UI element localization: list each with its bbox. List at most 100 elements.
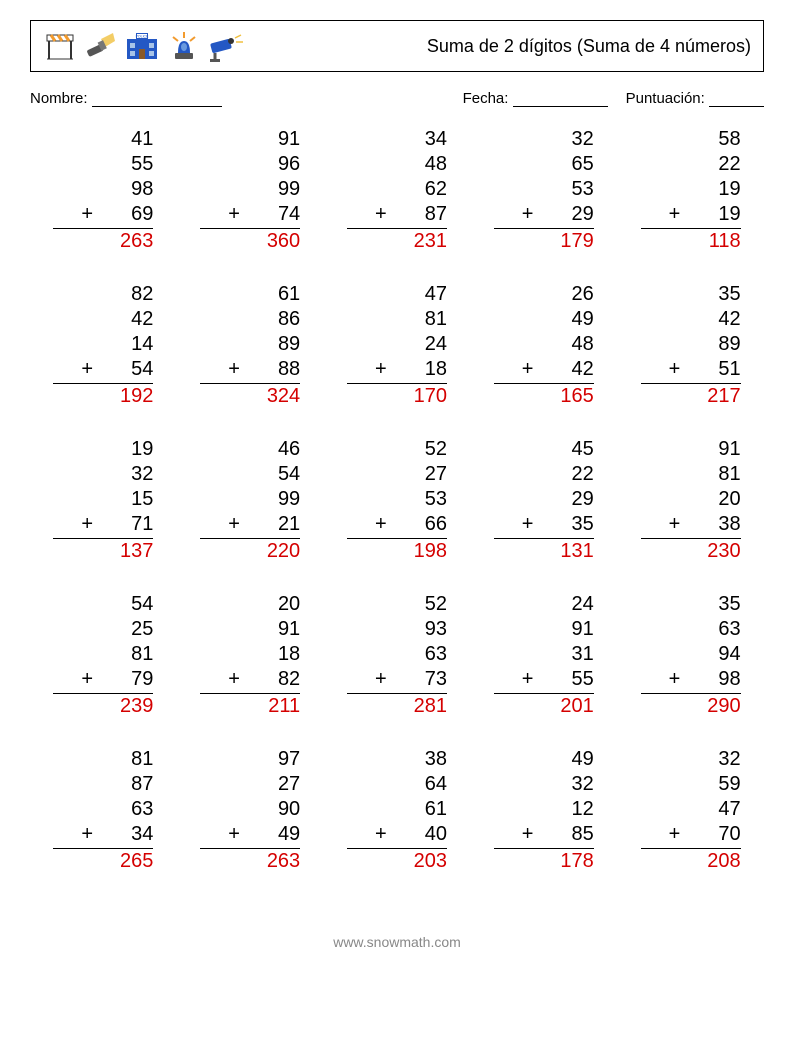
addend: 19 xyxy=(131,437,153,462)
addend: 47 xyxy=(718,797,740,822)
cctv-camera-icon xyxy=(207,29,245,63)
last-addend-row: +88 xyxy=(200,357,300,384)
addend: 82 xyxy=(278,667,300,692)
last-addend-row: +73 xyxy=(347,667,447,694)
last-addend-row: +18 xyxy=(347,357,447,384)
name-field: Nombre: xyxy=(30,90,463,107)
answer: 231 xyxy=(414,229,447,254)
addend: 42 xyxy=(572,357,594,382)
addend: 49 xyxy=(572,747,594,772)
addend: 94 xyxy=(718,642,740,667)
addend: 52 xyxy=(425,437,447,462)
addend: 66 xyxy=(425,512,447,537)
addend: 48 xyxy=(425,152,447,177)
addition-problem: 326553+29179 xyxy=(494,127,594,254)
addend: 15 xyxy=(131,487,153,512)
answer: 201 xyxy=(560,694,593,719)
last-addend-row: +55 xyxy=(494,667,594,694)
answer: 203 xyxy=(414,849,447,874)
addend: 81 xyxy=(131,642,153,667)
addend: 97 xyxy=(278,747,300,772)
addition-problem: 522753+66198 xyxy=(347,437,447,564)
answer: 165 xyxy=(560,384,593,409)
addend: 69 xyxy=(131,202,153,227)
addend: 41 xyxy=(131,127,153,152)
addition-problem: 354289+51217 xyxy=(641,282,741,409)
addend: 91 xyxy=(278,127,300,152)
addend: 49 xyxy=(278,822,300,847)
addend: 58 xyxy=(718,127,740,152)
addend: 99 xyxy=(278,487,300,512)
addend: 81 xyxy=(425,307,447,332)
last-addend-row: +71 xyxy=(53,512,153,539)
plus-sign: + xyxy=(200,512,240,537)
last-addend-row: +29 xyxy=(494,202,594,229)
answer: 178 xyxy=(560,849,593,874)
addend: 93 xyxy=(425,617,447,642)
last-addend-row: +51 xyxy=(641,357,741,384)
answer: 239 xyxy=(120,694,153,719)
addend: 14 xyxy=(131,332,153,357)
plus-sign: + xyxy=(494,202,534,227)
date-label: Fecha: xyxy=(463,90,509,107)
worksheet-page: POLICE xyxy=(0,0,794,970)
addend: 73 xyxy=(425,667,447,692)
addend: 49 xyxy=(572,307,594,332)
answer: 211 xyxy=(268,694,300,719)
addend: 79 xyxy=(131,667,153,692)
last-addend-row: +70 xyxy=(641,822,741,849)
addition-problem: 344862+87231 xyxy=(347,127,447,254)
siren-icon xyxy=(167,29,201,63)
last-addend-row: +49 xyxy=(200,822,300,849)
plus-sign: + xyxy=(494,357,534,382)
addend: 86 xyxy=(278,307,300,332)
addend: 63 xyxy=(425,642,447,667)
answer: 192 xyxy=(120,384,153,409)
addend: 53 xyxy=(425,487,447,512)
addition-problem: 618689+88324 xyxy=(200,282,300,409)
header-icons: POLICE xyxy=(43,29,245,63)
addend: 18 xyxy=(278,642,300,667)
addend: 52 xyxy=(425,592,447,617)
answer: 170 xyxy=(414,384,447,409)
addition-problem: 193215+71137 xyxy=(53,437,153,564)
last-addend-row: +87 xyxy=(347,202,447,229)
answer: 360 xyxy=(267,229,300,254)
name-label: Nombre: xyxy=(30,90,88,107)
answer: 230 xyxy=(707,539,740,564)
addend: 32 xyxy=(572,127,594,152)
addend: 65 xyxy=(572,152,594,177)
addend: 34 xyxy=(425,127,447,152)
addend: 81 xyxy=(718,462,740,487)
answer: 179 xyxy=(560,229,593,254)
addend: 53 xyxy=(572,177,594,202)
barrier-icon xyxy=(43,29,77,63)
addend: 98 xyxy=(131,177,153,202)
addend: 35 xyxy=(572,512,594,537)
footer: www.snowmath.com xyxy=(30,934,764,950)
date-blank xyxy=(513,92,608,107)
last-addend-row: +66 xyxy=(347,512,447,539)
plus-sign: + xyxy=(347,822,387,847)
plus-sign: + xyxy=(347,512,387,537)
addend: 38 xyxy=(718,512,740,537)
addend: 89 xyxy=(718,332,740,357)
addition-problem: 249131+55201 xyxy=(494,592,594,719)
addition-problem: 325947+70208 xyxy=(641,747,741,874)
addend: 91 xyxy=(572,617,594,642)
plus-sign: + xyxy=(641,202,681,227)
addend: 32 xyxy=(572,772,594,797)
addition-problem: 465499+21220 xyxy=(200,437,300,564)
addend: 22 xyxy=(572,462,594,487)
addend: 70 xyxy=(718,822,740,847)
plus-sign: + xyxy=(53,667,93,692)
addend: 25 xyxy=(131,617,153,642)
answer: 217 xyxy=(707,384,740,409)
addend: 19 xyxy=(718,177,740,202)
plus-sign: + xyxy=(200,822,240,847)
addend: 40 xyxy=(425,822,447,847)
addend: 54 xyxy=(131,592,153,617)
addend: 35 xyxy=(718,592,740,617)
plus-sign: + xyxy=(641,512,681,537)
plus-sign: + xyxy=(641,822,681,847)
